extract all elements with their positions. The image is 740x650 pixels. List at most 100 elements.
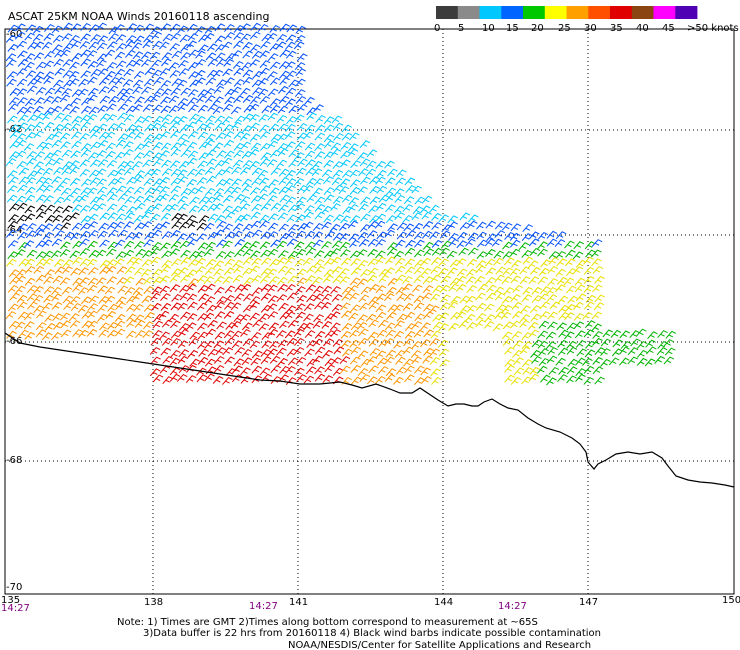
wind-barb xyxy=(18,176,30,185)
wind-barb xyxy=(107,321,118,330)
wind-barb xyxy=(351,376,362,385)
wind-barb xyxy=(188,71,199,80)
wind-barb xyxy=(135,277,147,286)
wind-barb xyxy=(513,367,525,376)
wind-barb xyxy=(260,349,272,358)
wind-barb xyxy=(123,186,135,195)
wind-barb xyxy=(14,31,26,40)
wind-barb xyxy=(477,283,489,292)
wind-barb xyxy=(132,51,144,60)
wind-barb xyxy=(26,293,38,302)
wind-barb xyxy=(204,358,216,367)
wind-barb xyxy=(251,167,263,176)
wind-barb xyxy=(331,293,343,302)
wind-barb xyxy=(133,214,145,223)
wind-barb xyxy=(8,203,20,212)
wind-barb xyxy=(78,194,89,203)
wind-barb xyxy=(7,185,18,194)
legend-swatch xyxy=(631,6,654,19)
wind-barb xyxy=(269,276,280,285)
wind-barb xyxy=(555,357,566,366)
wind-barb xyxy=(512,284,523,293)
wind-barb xyxy=(332,196,344,205)
wind-barb xyxy=(198,293,209,302)
wind-barb xyxy=(243,231,254,240)
wind-barb xyxy=(411,321,423,330)
wind-barb xyxy=(531,355,542,364)
wind-barb xyxy=(233,32,244,41)
wind-barb xyxy=(204,25,216,34)
wind-barb xyxy=(44,87,56,96)
wind-barb xyxy=(252,70,264,79)
wind-barb xyxy=(285,41,296,50)
wind-barb xyxy=(413,329,425,338)
wind-barb xyxy=(81,320,93,329)
wind-barb xyxy=(150,256,161,265)
coastline xyxy=(4,332,735,488)
wind-barb xyxy=(214,44,226,53)
wind-barb xyxy=(42,223,54,232)
wind-barb xyxy=(105,142,116,151)
wind-barb xyxy=(323,140,335,149)
wind-barb xyxy=(152,223,164,232)
wind-barb xyxy=(117,133,129,142)
wind-barb xyxy=(332,367,344,376)
wind-barb xyxy=(125,206,137,215)
wind-barb xyxy=(314,211,326,220)
wind-barb xyxy=(357,259,369,268)
wind-barb xyxy=(87,221,99,230)
wind-barb xyxy=(331,303,343,312)
wind-barb xyxy=(386,286,397,295)
wind-barb xyxy=(339,241,351,250)
wind-barb xyxy=(97,304,108,313)
wind-barb xyxy=(216,321,227,330)
wind-barb xyxy=(287,357,299,366)
wind-barb xyxy=(86,284,98,293)
wind-barb xyxy=(107,212,118,221)
wind-barb xyxy=(224,356,235,365)
wind-barb xyxy=(305,284,317,293)
wind-barb xyxy=(15,150,27,159)
wind-barb xyxy=(122,87,134,96)
wind-barb xyxy=(260,304,272,313)
wind-barb xyxy=(27,170,38,179)
wind-barb xyxy=(349,186,361,195)
wind-barb xyxy=(214,115,225,124)
wind-barb xyxy=(485,267,497,276)
wind-barb xyxy=(232,274,244,283)
wind-barb xyxy=(554,239,566,248)
wind-barb xyxy=(69,123,81,132)
wind-barb xyxy=(79,204,91,213)
wind-barb xyxy=(114,328,126,337)
wind-barb xyxy=(269,77,281,86)
wind-barb xyxy=(170,130,181,139)
wind-barb xyxy=(168,62,180,71)
wind-barb xyxy=(107,241,119,250)
wind-barb xyxy=(267,328,279,337)
wind-barb xyxy=(367,331,379,340)
wind-barb xyxy=(224,211,236,220)
wind-barb xyxy=(44,204,56,213)
wind-barb xyxy=(629,330,640,339)
wind-barb xyxy=(43,60,55,69)
wind-barb xyxy=(600,358,611,367)
wind-barb xyxy=(62,161,73,170)
wind-barb xyxy=(303,221,314,230)
wind-barb xyxy=(71,204,83,213)
wind-barb xyxy=(315,114,326,123)
wind-barb xyxy=(178,160,190,169)
wind-barb xyxy=(375,293,387,302)
wind-barb xyxy=(396,222,408,231)
wind-barb xyxy=(475,312,487,321)
wind-barb xyxy=(107,123,119,132)
wind-barb xyxy=(224,258,236,267)
wind-barb xyxy=(313,178,325,187)
wind-barb xyxy=(96,123,108,132)
wind-barb xyxy=(186,141,198,150)
wind-barb xyxy=(143,134,155,143)
wind-barb xyxy=(340,365,351,374)
wind-barb xyxy=(197,284,209,293)
wind-barb xyxy=(195,50,206,59)
wind-barb xyxy=(583,329,595,338)
wind-barb xyxy=(330,142,342,151)
